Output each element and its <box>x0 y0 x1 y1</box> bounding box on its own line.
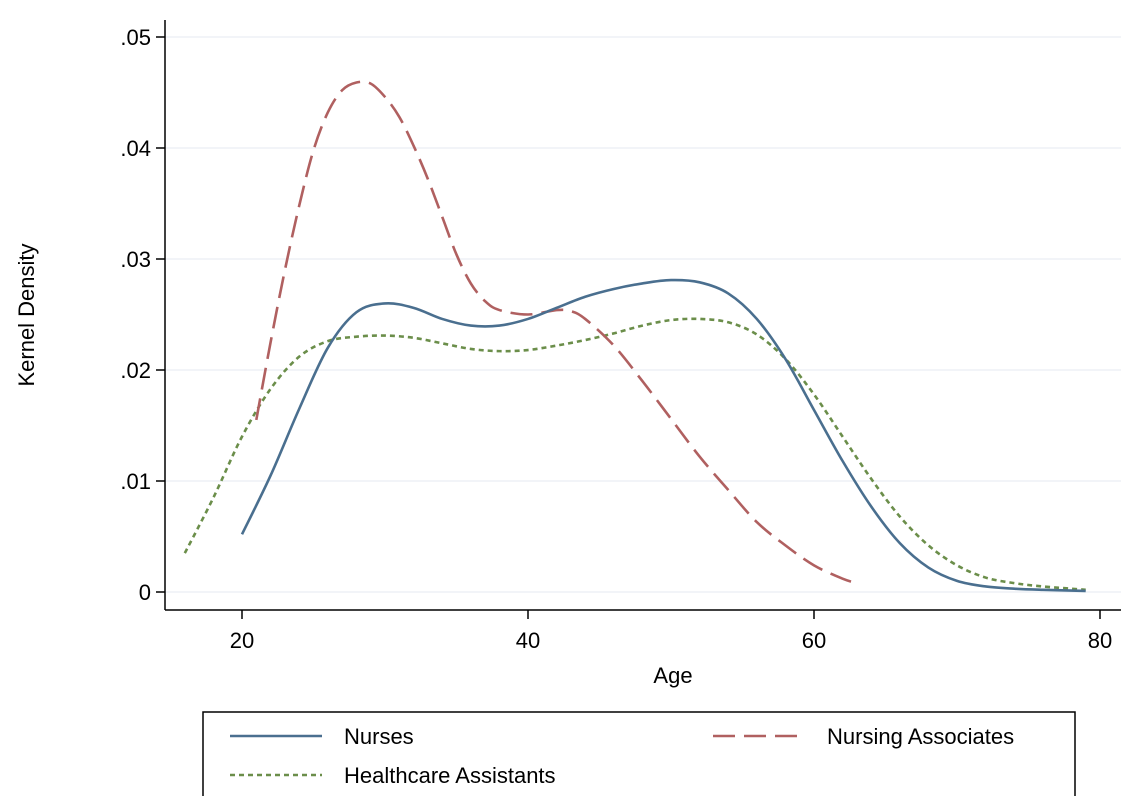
legend-label: Nursing Associates <box>827 724 1014 749</box>
x-axis-title: Age <box>653 663 692 688</box>
axes <box>164 20 1121 611</box>
x-tick-label: 40 <box>516 628 540 653</box>
series-line-healthcare-assistants <box>183 317 1086 592</box>
y-tick-label: .02 <box>120 358 151 383</box>
gridlines <box>165 36 1121 593</box>
y-tick-label: .01 <box>120 469 151 494</box>
legend-label: Nurses <box>344 724 414 749</box>
legend-label: Healthcare Assistants <box>344 763 556 788</box>
legend: Nurses Nursing Associates Healthcare Assis… <box>202 711 1076 796</box>
x-tick-label: 60 <box>802 628 826 653</box>
series-lines <box>183 80 1086 593</box>
y-tick-label: .05 <box>120 25 151 50</box>
x-tick-label: 20 <box>230 628 254 653</box>
y-axis-title: Kernel Density <box>14 243 39 386</box>
y-tick-label: .03 <box>120 247 151 272</box>
ticks: 0 .01 .02 .03 .04 .05 20 40 60 80 <box>120 25 1112 653</box>
series-line-nurses <box>240 278 1086 593</box>
y-tick-label: .04 <box>120 136 151 161</box>
x-tick-label: 80 <box>1088 628 1112 653</box>
series-line-nursing-associates <box>255 80 858 585</box>
legend-box <box>202 711 1076 796</box>
y-tick-label: 0 <box>139 580 151 605</box>
